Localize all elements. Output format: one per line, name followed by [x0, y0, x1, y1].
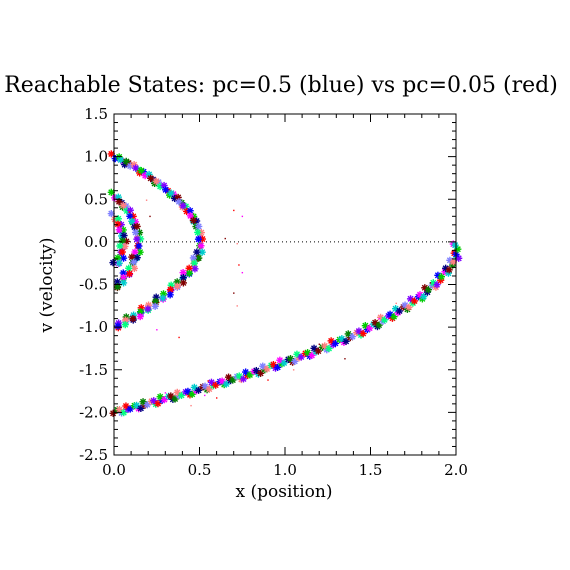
- scatter-dot: [237, 243, 238, 244]
- y-tick-label: 0.5: [84, 190, 108, 208]
- scatter-dot: [156, 329, 157, 330]
- scatter-dot: [344, 358, 345, 359]
- scatter-dot: [242, 272, 243, 273]
- y-tick-label: 0.0: [84, 233, 108, 251]
- scatter-dot: [378, 318, 379, 319]
- scatter-dot: [237, 305, 238, 306]
- scatter-dot: [319, 344, 320, 345]
- series-0-marker: [194, 229, 201, 236]
- y-tick-label: -1.5: [79, 361, 108, 379]
- scatter-dot: [204, 395, 205, 396]
- scatter-dot: [207, 380, 208, 381]
- series-0-marker: [144, 305, 151, 312]
- series-0-marker: [162, 186, 169, 193]
- series-2-marker: [116, 260, 123, 267]
- scatter-dot: [233, 210, 234, 211]
- y-tick-label: 1.5: [84, 105, 108, 123]
- chart-title: Reachable States: pc=0.5 (blue) vs pc=0.…: [4, 73, 558, 98]
- series-3-marker: [438, 273, 445, 280]
- series-2-marker: [119, 248, 126, 255]
- x-tick-label: 1.0: [273, 461, 297, 479]
- y-tick-label: 1.0: [84, 148, 108, 166]
- series-1-marker: [120, 202, 127, 209]
- x-tick-label: 1.5: [359, 461, 383, 479]
- series-0-marker: [129, 315, 136, 322]
- y-tick-label: -0.5: [79, 276, 108, 294]
- scatter-dot: [146, 200, 147, 201]
- series-0-marker: [195, 223, 202, 230]
- series-0-marker: [114, 322, 121, 329]
- scatter-dot: [225, 238, 226, 239]
- series-0-marker: [138, 167, 145, 174]
- scatter-dot: [267, 379, 268, 380]
- scatter-dot: [178, 337, 179, 338]
- series-3-marker: [446, 266, 453, 273]
- series-0-marker: [190, 217, 197, 224]
- series-2-marker: [116, 226, 123, 233]
- series-0-marker: [180, 202, 187, 209]
- series-0-marker: [174, 283, 181, 290]
- series-0-marker: [195, 236, 202, 243]
- y-tick-label: -2.5: [79, 446, 108, 464]
- x-tick-label: 0.5: [188, 461, 212, 479]
- series-0-marker: [153, 178, 160, 185]
- scatter-dot: [149, 216, 150, 217]
- series-0-marker: [180, 279, 187, 286]
- scatter-dot: [233, 292, 234, 293]
- series-0-marker: [167, 291, 174, 298]
- scatter-dot: [430, 282, 431, 283]
- plot-area: [108, 150, 463, 417]
- scatter-dot: [238, 264, 239, 265]
- y-tick-label: -1.0: [79, 318, 108, 336]
- plot-frame: [114, 114, 456, 455]
- y-axis-label: v (velocity): [37, 237, 57, 333]
- series-0-marker: [159, 295, 166, 302]
- x-tick-label: 2.0: [444, 461, 468, 479]
- y-tick-label: -2.0: [79, 403, 108, 421]
- x-axis-label: x (position): [236, 482, 333, 502]
- series-0-marker: [186, 270, 193, 277]
- series-0-marker: [197, 242, 204, 249]
- series-1-marker: [130, 259, 137, 266]
- series-1-marker: [120, 279, 127, 286]
- scatter-dot: [242, 216, 243, 217]
- axes: 0.0 0.5 1.0 1.5 2.01.51.00.50.0-0.5-1.0-1.5-…: [79, 105, 468, 479]
- series-0-marker: [152, 303, 159, 310]
- series-0-marker: [168, 190, 175, 197]
- series-1-marker: [125, 265, 132, 272]
- series-1-marker: [133, 236, 140, 243]
- series-1-marker: [134, 223, 141, 230]
- scatter-dot: [216, 397, 217, 398]
- scatter-dot: [129, 211, 130, 212]
- series-1-marker: [132, 229, 139, 236]
- series-0-marker: [122, 321, 129, 328]
- series-2-marker: [109, 259, 116, 266]
- series-3-marker: [452, 242, 459, 249]
- series-1-marker: [126, 270, 133, 277]
- scatter-dot: [190, 405, 191, 406]
- scatter-dot: [396, 303, 397, 304]
- series-0-marker: [137, 313, 144, 320]
- scatter-dot: [293, 369, 294, 370]
- series-1-marker: [135, 242, 142, 249]
- scatter-dot: [165, 392, 166, 393]
